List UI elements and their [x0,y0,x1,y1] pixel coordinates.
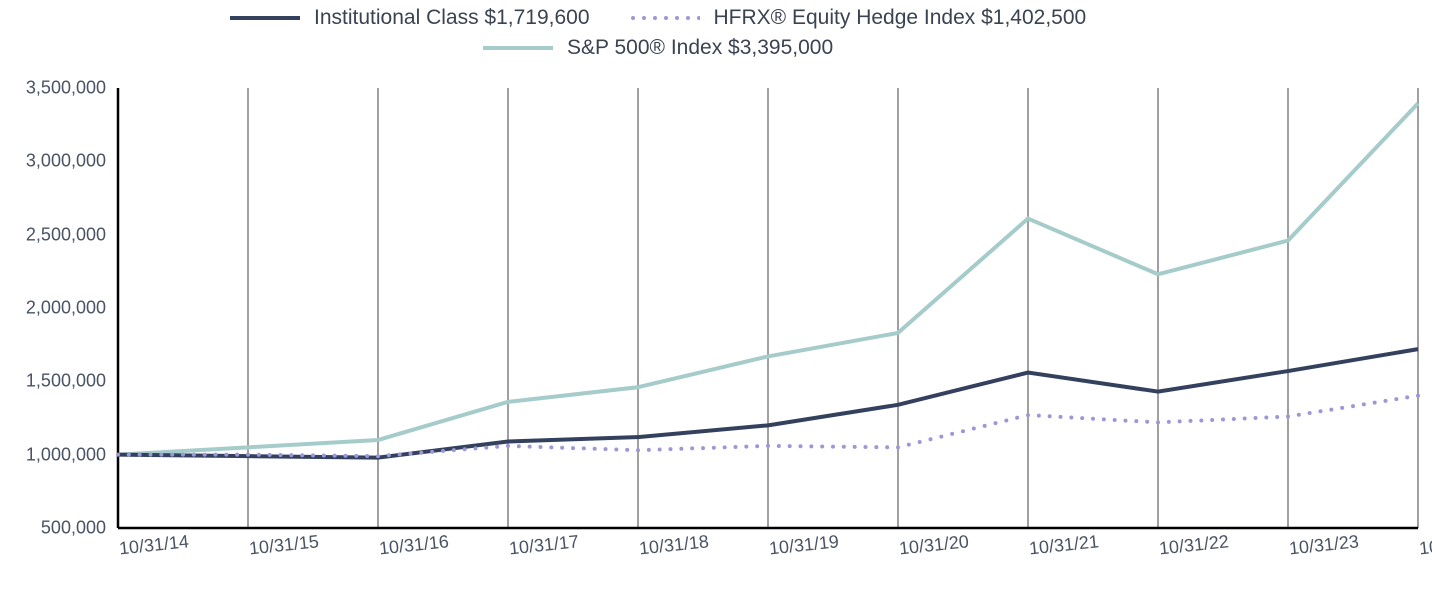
legend-swatch-hfrx [630,8,700,28]
legend-swatch-sp500 [483,38,553,58]
legend-item-sp500: S&P 500® Index $3,395,000 [483,36,833,60]
legend-label-hfrx: HFRX® Equity Hedge Index $1,402,500 [714,6,1087,30]
y-tick-label: 2,500,000 [26,224,106,245]
legend-label-institutional: Institutional Class $1,719,600 [314,6,590,30]
y-tick-label: 3,500,000 [26,78,106,99]
y-tick-label: 500,000 [41,518,106,539]
plot-surface [0,0,1432,596]
y-tick-label: 1,000,000 [26,444,106,465]
legend: Institutional Class $1,719,600 HFRX® Equi… [230,6,1126,60]
growth-chart: 500,000 1,000,000 1,500,000 2,000,000 2,500,… [0,0,1432,596]
legend-swatch-institutional [230,8,300,28]
legend-item-hfrx: HFRX® Equity Hedge Index $1,402,500 [630,6,1087,30]
y-tick-label: 1,500,000 [26,371,106,392]
y-tick-label: 3,000,000 [26,151,106,172]
y-tick-label: 2,000,000 [26,298,106,319]
legend-item-institutional: Institutional Class $1,719,600 [230,6,590,30]
legend-label-sp500: S&P 500® Index $3,395,000 [567,36,833,60]
